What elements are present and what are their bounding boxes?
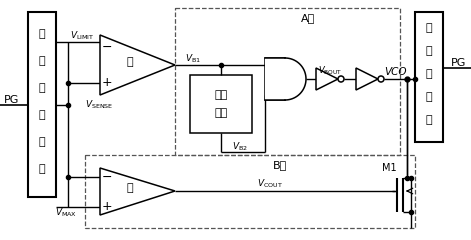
Text: 感: 感 [39, 83, 45, 93]
Polygon shape [100, 35, 175, 95]
Text: 路: 路 [426, 115, 432, 125]
Bar [175, 8, 400, 155]
Polygon shape [265, 58, 306, 100]
Text: B区: B区 [273, 160, 287, 170]
Bar [265, 58, 285, 100]
Text: $V_{\rm MAX}$: $V_{\rm MAX}$ [55, 207, 77, 219]
Text: 出: 出 [426, 46, 432, 56]
Text: $V_{\rm LIMIT}$: $V_{\rm LIMIT}$ [70, 30, 94, 42]
Text: $V_{\rm SENSE}$: $V_{\rm SENSE}$ [85, 99, 114, 111]
Text: $V_{\rm BOUT}$: $V_{\rm BOUT}$ [318, 65, 342, 77]
Text: +: + [102, 200, 112, 214]
Polygon shape [316, 68, 338, 90]
Text: PG: PG [4, 95, 20, 105]
Text: 输: 输 [426, 23, 432, 33]
Circle shape [378, 76, 384, 82]
Bar [190, 75, 252, 133]
Text: PG: PG [451, 58, 467, 68]
Text: VCO: VCO [384, 67, 406, 77]
Text: 流: 流 [39, 56, 45, 66]
Text: −: − [102, 170, 112, 184]
Text: $V_{\rm COUT}$: $V_{\rm COUT}$ [257, 178, 283, 190]
Text: M1: M1 [382, 163, 396, 173]
Polygon shape [100, 168, 175, 215]
Bar [85, 155, 415, 228]
Text: 级: 级 [426, 69, 432, 79]
Text: $V_{\rm B1}$: $V_{\rm B1}$ [185, 53, 201, 65]
Text: 电路: 电路 [214, 108, 227, 118]
Bar [28, 12, 56, 197]
Text: A区: A区 [301, 13, 315, 23]
Text: 电: 电 [426, 92, 432, 102]
Text: −: − [102, 41, 112, 54]
Text: 应: 应 [39, 110, 45, 120]
Text: +: + [102, 77, 112, 90]
Text: 路: 路 [39, 164, 45, 174]
Text: 乙: 乙 [127, 183, 133, 193]
Circle shape [338, 76, 344, 82]
Bar [415, 12, 443, 142]
Polygon shape [356, 68, 378, 90]
Text: 甲: 甲 [127, 57, 133, 67]
Text: 电: 电 [39, 137, 45, 147]
Text: $V_{\rm B2}$: $V_{\rm B2}$ [232, 141, 248, 153]
Text: 延时: 延时 [214, 90, 227, 100]
Text: 电: 电 [39, 29, 45, 39]
